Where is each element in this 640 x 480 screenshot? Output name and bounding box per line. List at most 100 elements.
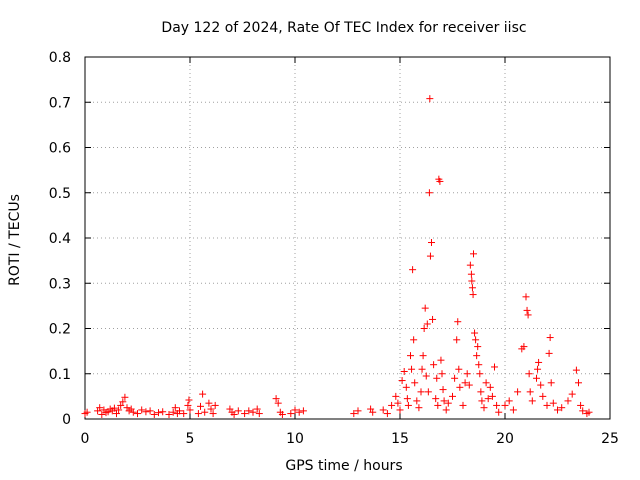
data-point	[369, 408, 377, 416]
data-point	[409, 266, 417, 274]
data-point	[410, 336, 418, 344]
data-point	[241, 410, 249, 418]
data-point	[176, 407, 183, 415]
data-point	[539, 392, 547, 400]
data-point	[402, 383, 410, 391]
data-point	[209, 410, 217, 418]
data-point	[274, 399, 282, 407]
data-point	[526, 388, 534, 396]
data-point	[486, 383, 494, 391]
data-point	[439, 386, 447, 394]
data-point	[444, 399, 452, 407]
data-point	[350, 410, 358, 418]
data-point	[417, 388, 425, 396]
x-tick-label: 20	[496, 431, 514, 447]
data-point	[572, 366, 580, 374]
data-point	[466, 261, 474, 269]
data-point	[463, 370, 471, 378]
data-point	[199, 390, 207, 398]
data-point	[471, 329, 479, 337]
data-point	[150, 410, 158, 418]
chart-title: Day 122 of 2024, Rate Of TEC Index for r…	[161, 20, 526, 36]
data-point	[524, 311, 532, 319]
x-tick-label: 10	[286, 431, 304, 447]
data-point	[96, 404, 104, 412]
data-point	[422, 372, 430, 380]
data-point	[129, 408, 137, 416]
data-point	[470, 250, 477, 258]
data-point	[455, 365, 463, 373]
data-point	[287, 410, 295, 418]
data-point	[295, 408, 303, 416]
data-point	[442, 406, 450, 414]
data-point	[83, 408, 91, 416]
y-tick-label: 0.5	[49, 186, 71, 202]
data-point	[577, 401, 585, 409]
data-point	[171, 404, 179, 412]
data-point	[465, 381, 473, 389]
data-point	[113, 410, 120, 418]
data-point	[383, 410, 391, 418]
data-point	[421, 304, 429, 312]
grid-lines	[85, 57, 610, 419]
data-point	[420, 325, 428, 332]
data-point	[185, 396, 193, 404]
data-point	[522, 293, 530, 301]
data-point	[426, 252, 434, 260]
data-point	[545, 349, 553, 357]
y-tick-label: 0.2	[49, 322, 71, 338]
data-point	[564, 397, 572, 405]
data-point	[429, 315, 437, 323]
data-point	[475, 361, 483, 369]
data-point	[207, 405, 215, 413]
data-point	[121, 393, 129, 401]
data-point	[407, 352, 414, 360]
data-point	[468, 277, 476, 285]
data-point	[194, 410, 202, 418]
data-point	[408, 365, 416, 373]
data-point	[488, 392, 496, 400]
data-point	[110, 404, 118, 412]
data-point	[419, 352, 427, 360]
data-point	[400, 367, 408, 375]
data-point	[249, 408, 257, 416]
data-point	[480, 404, 488, 412]
data-point	[134, 410, 141, 418]
y-tick-label: 0.1	[49, 367, 71, 383]
data-point	[453, 336, 461, 344]
x-tick-label: 0	[81, 431, 90, 447]
y-tick-label: 0	[62, 412, 71, 428]
data-point	[477, 388, 485, 396]
x-axis-label: GPS time / hours	[285, 458, 402, 474]
data-point	[547, 379, 555, 387]
data-point	[253, 405, 261, 413]
data-point	[413, 397, 421, 405]
data-point	[482, 379, 490, 387]
x-tick-label: 15	[391, 431, 409, 447]
data-point	[495, 408, 503, 416]
data-point	[459, 401, 467, 409]
data-point	[501, 401, 509, 409]
data-point	[425, 189, 433, 197]
data-point	[424, 388, 432, 396]
plot-frame	[84, 56, 611, 420]
data-point	[119, 398, 127, 406]
data-point	[394, 399, 402, 407]
data-point	[449, 392, 456, 400]
data-points	[81, 95, 593, 418]
data-point	[491, 363, 498, 371]
data-point	[546, 334, 554, 342]
data-point	[474, 343, 482, 351]
data-point	[535, 358, 543, 366]
data-point	[230, 410, 238, 418]
data-point	[169, 408, 177, 416]
data-point	[211, 401, 219, 409]
data-point	[432, 395, 440, 403]
data-point	[278, 410, 286, 418]
data-point	[142, 408, 150, 416]
data-point	[201, 408, 209, 416]
data-point	[138, 406, 146, 414]
y-tick-label: 0.8	[49, 50, 71, 66]
data-point	[197, 402, 204, 410]
